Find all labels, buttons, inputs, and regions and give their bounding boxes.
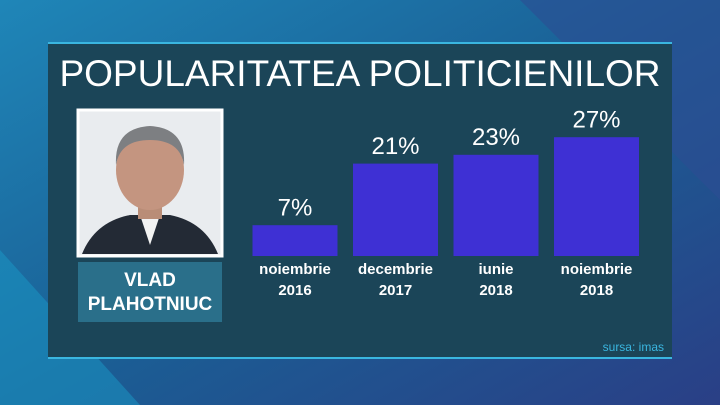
person-name: VLAD	[124, 270, 176, 291]
bar	[353, 163, 438, 256]
photo	[76, 108, 224, 258]
bar	[554, 137, 639, 256]
bar	[453, 154, 539, 256]
value-label: 27%	[572, 107, 620, 134]
x-tick-label: noiembrie 2018	[561, 261, 633, 299]
source: sursa: imas	[603, 340, 664, 354]
person-name: PLAHOTNIUC	[88, 294, 213, 315]
x-tick-label: noiembrie 2016	[259, 261, 331, 299]
value-label: 7%	[278, 195, 313, 222]
value-label: 23%	[472, 124, 520, 151]
name-box	[78, 262, 222, 322]
bar	[252, 225, 338, 256]
value-label: 21%	[371, 133, 419, 160]
x-tick-label: iunie 2018	[478, 261, 513, 299]
x-tick-label: decembrie 2017	[358, 261, 433, 299]
chart-title: POPULARITATEA POLITICIENILOR	[59, 53, 660, 94]
